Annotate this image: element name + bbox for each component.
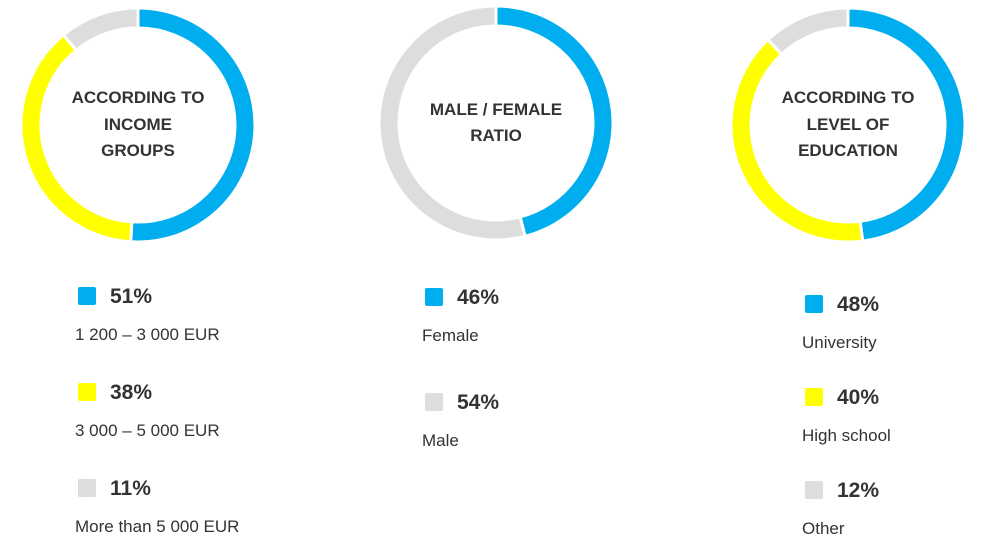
legend-label: Other bbox=[802, 519, 845, 538]
center-label-box: ACCORDING TO LEVEL OF EDUCATION bbox=[781, 88, 915, 161]
legend-label: 3 000 – 5 000 EUR bbox=[75, 421, 220, 440]
legend-label: University bbox=[802, 333, 877, 352]
legend-swatch bbox=[805, 295, 823, 313]
legend-swatch bbox=[805, 481, 823, 499]
legend-value: 40% bbox=[837, 386, 879, 409]
legend-value: 46% bbox=[457, 286, 499, 309]
legend-label: More than 5 000 EUR bbox=[75, 517, 239, 536]
legend-value: 48% bbox=[837, 293, 879, 316]
donut-title: ACCORDING TO LEVEL OF EDUCATION bbox=[781, 88, 915, 161]
legend-value: 51% bbox=[110, 285, 152, 308]
legend-swatch bbox=[425, 288, 443, 306]
legend-swatch bbox=[425, 393, 443, 411]
legend-swatch bbox=[78, 383, 96, 401]
center-label-box: MALE / FEMALE RATIO bbox=[429, 99, 563, 145]
legend-value: 38% bbox=[110, 381, 152, 404]
legend-value: 12% bbox=[837, 479, 879, 502]
center-label-box: ACCORDING TO INCOME GROUPS bbox=[71, 88, 205, 161]
legend-label: Male bbox=[422, 431, 459, 450]
legend-value: 54% bbox=[457, 391, 499, 414]
legend-value: 11% bbox=[110, 477, 151, 500]
donut-segment bbox=[765, 6, 850, 57]
donut-title: MALE / FEMALE RATIO bbox=[429, 99, 563, 145]
legend-label: Female bbox=[422, 326, 479, 345]
legend-label: 1 200 – 3 000 EUR bbox=[75, 325, 220, 344]
legend-swatch bbox=[78, 287, 96, 305]
legend-swatch bbox=[78, 479, 96, 497]
donut-segment bbox=[61, 6, 140, 53]
donut-segment bbox=[377, 4, 527, 242]
legend-swatch bbox=[805, 388, 823, 406]
donut-title: ACCORDING TO INCOME GROUPS bbox=[71, 88, 205, 161]
legend-label: High school bbox=[802, 426, 891, 445]
